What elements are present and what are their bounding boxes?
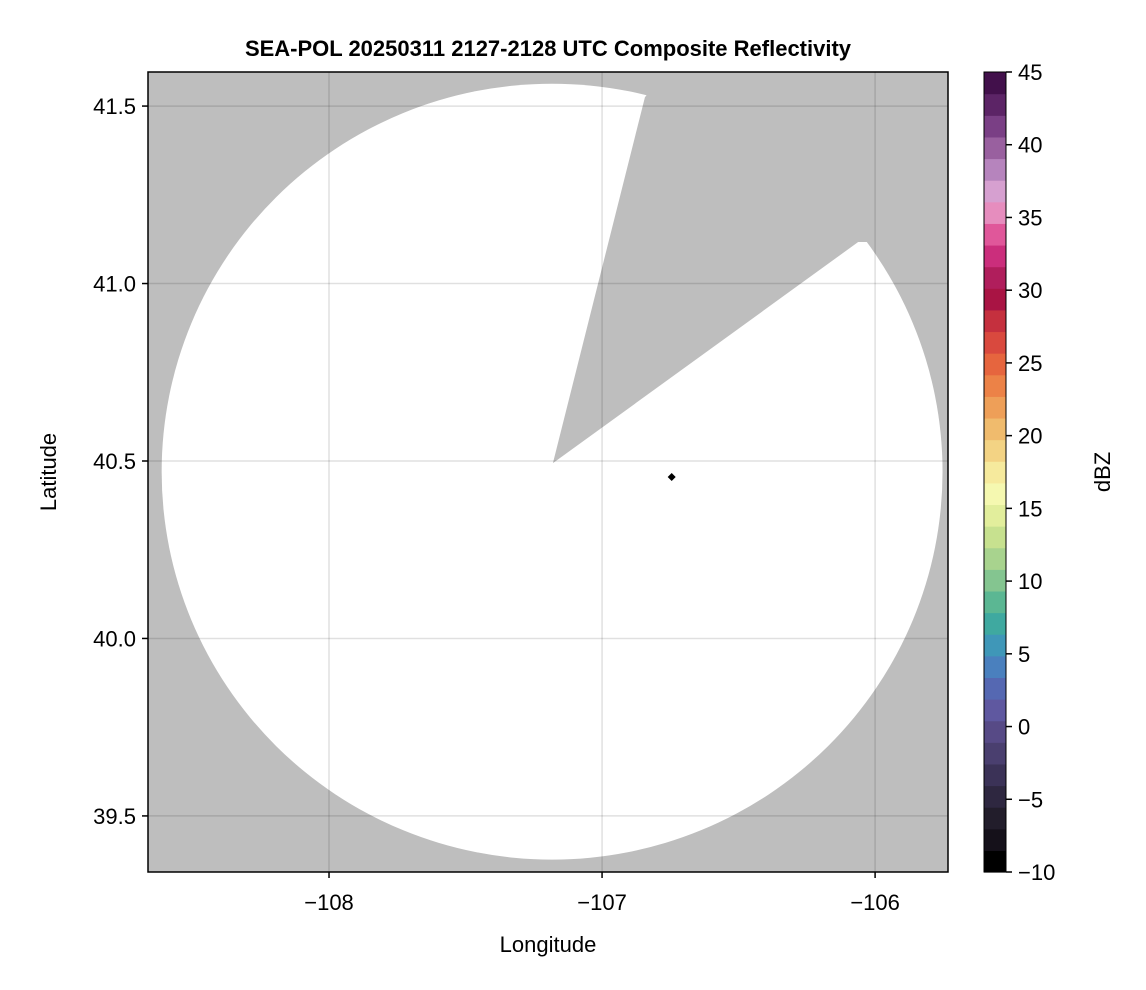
- colorbar-bin: [984, 180, 1006, 203]
- colorbar-bin: [984, 720, 1006, 743]
- colorbar-bin: [984, 223, 1006, 246]
- colorbar-bin: [984, 461, 1006, 484]
- colorbar-bin: [984, 331, 1006, 354]
- colorbar-tick-label: 5: [1018, 642, 1030, 667]
- colorbar-bin: [984, 785, 1006, 808]
- colorbar-bin: [984, 288, 1006, 311]
- colorbar-bin: [984, 828, 1006, 851]
- colorbar-tick-label: 25: [1018, 351, 1042, 376]
- colorbar-tick-label: 0: [1018, 715, 1030, 740]
- colorbar-bin: [984, 72, 1006, 95]
- colorbar-bin: [984, 699, 1006, 722]
- colorbar-bin: [984, 396, 1006, 419]
- x-tick-label: −108: [304, 890, 354, 915]
- colorbar-bin: [984, 807, 1006, 830]
- y-tick-label: 39.5: [93, 804, 136, 829]
- colorbar-bin: [984, 634, 1006, 657]
- colorbar-bin: [984, 309, 1006, 333]
- colorbar-bin: [984, 547, 1006, 570]
- colorbar-bin: [984, 201, 1006, 224]
- colorbar-frame: [983, 71, 1007, 873]
- colorbar-tick-label: 15: [1018, 496, 1042, 521]
- colorbar: −10 −5 0 5 10 15 20 25 30 35 40 45: [983, 60, 1055, 885]
- colorbar-bin: [984, 677, 1006, 700]
- colorbar-bin: [984, 353, 1006, 376]
- x-tick-label: −107: [577, 890, 627, 915]
- colorbar-tick-label: 40: [1018, 133, 1042, 158]
- y-axis-label: Latitude: [36, 433, 61, 511]
- colorbar-bin: [984, 590, 1006, 614]
- blocked-sector: [552, 72, 948, 464]
- plot-frame: [147, 71, 949, 873]
- colorbar-bin: [984, 850, 1006, 873]
- x-axis-label: Longitude: [500, 932, 597, 957]
- x-tick-label: −106: [850, 890, 900, 915]
- colorbar-tick-label: −10: [1018, 860, 1055, 885]
- colorbar-tick-label: −5: [1018, 787, 1043, 812]
- colorbar-bin: [984, 569, 1006, 592]
- colorbar-bin: [984, 526, 1006, 549]
- colorbar-bin: [984, 93, 1006, 116]
- x-axis: −108 −107 −106: [304, 872, 900, 915]
- colorbar-bin: [984, 763, 1006, 787]
- chart-title: SEA-POL 20250311 2127-2128 UTC Composite…: [245, 36, 852, 61]
- colorbar-bin: [984, 115, 1006, 138]
- y-tick-label: 40.0: [93, 626, 136, 651]
- colorbar-bin: [984, 482, 1006, 506]
- grid-lines: [148, 72, 948, 872]
- colorbar-bin: [984, 612, 1006, 635]
- colorbar-bin: [984, 439, 1006, 462]
- colorbar-bin: [984, 417, 1006, 441]
- colorbar-bin: [984, 742, 1006, 765]
- colorbar-tick-label: 35: [1018, 205, 1042, 230]
- colorbar-bin: [984, 504, 1006, 527]
- plot-area: [148, 72, 948, 872]
- colorbar-tick-label: 20: [1018, 424, 1042, 449]
- colorbar-bin: [984, 266, 1006, 289]
- radar-location-marker: [667, 472, 676, 481]
- colorbar-label: dBZ: [1090, 452, 1115, 492]
- colorbar-tick-label: 30: [1018, 278, 1042, 303]
- y-tick-label: 40.5: [93, 449, 136, 474]
- colorbar-bin: [984, 655, 1006, 679]
- y-tick-label: 41.5: [93, 94, 136, 119]
- colorbar-bin: [984, 244, 1006, 268]
- colorbar-bin: [984, 158, 1006, 181]
- y-axis: 39.5 40.0 40.5 41.0 41.5: [93, 94, 148, 829]
- colorbar-bin: [984, 374, 1006, 397]
- y-tick-label: 41.0: [93, 272, 136, 297]
- colorbar-tick-label: 10: [1018, 569, 1042, 594]
- colorbar-bin: [984, 136, 1006, 160]
- colorbar-tick-label: 45: [1018, 60, 1042, 85]
